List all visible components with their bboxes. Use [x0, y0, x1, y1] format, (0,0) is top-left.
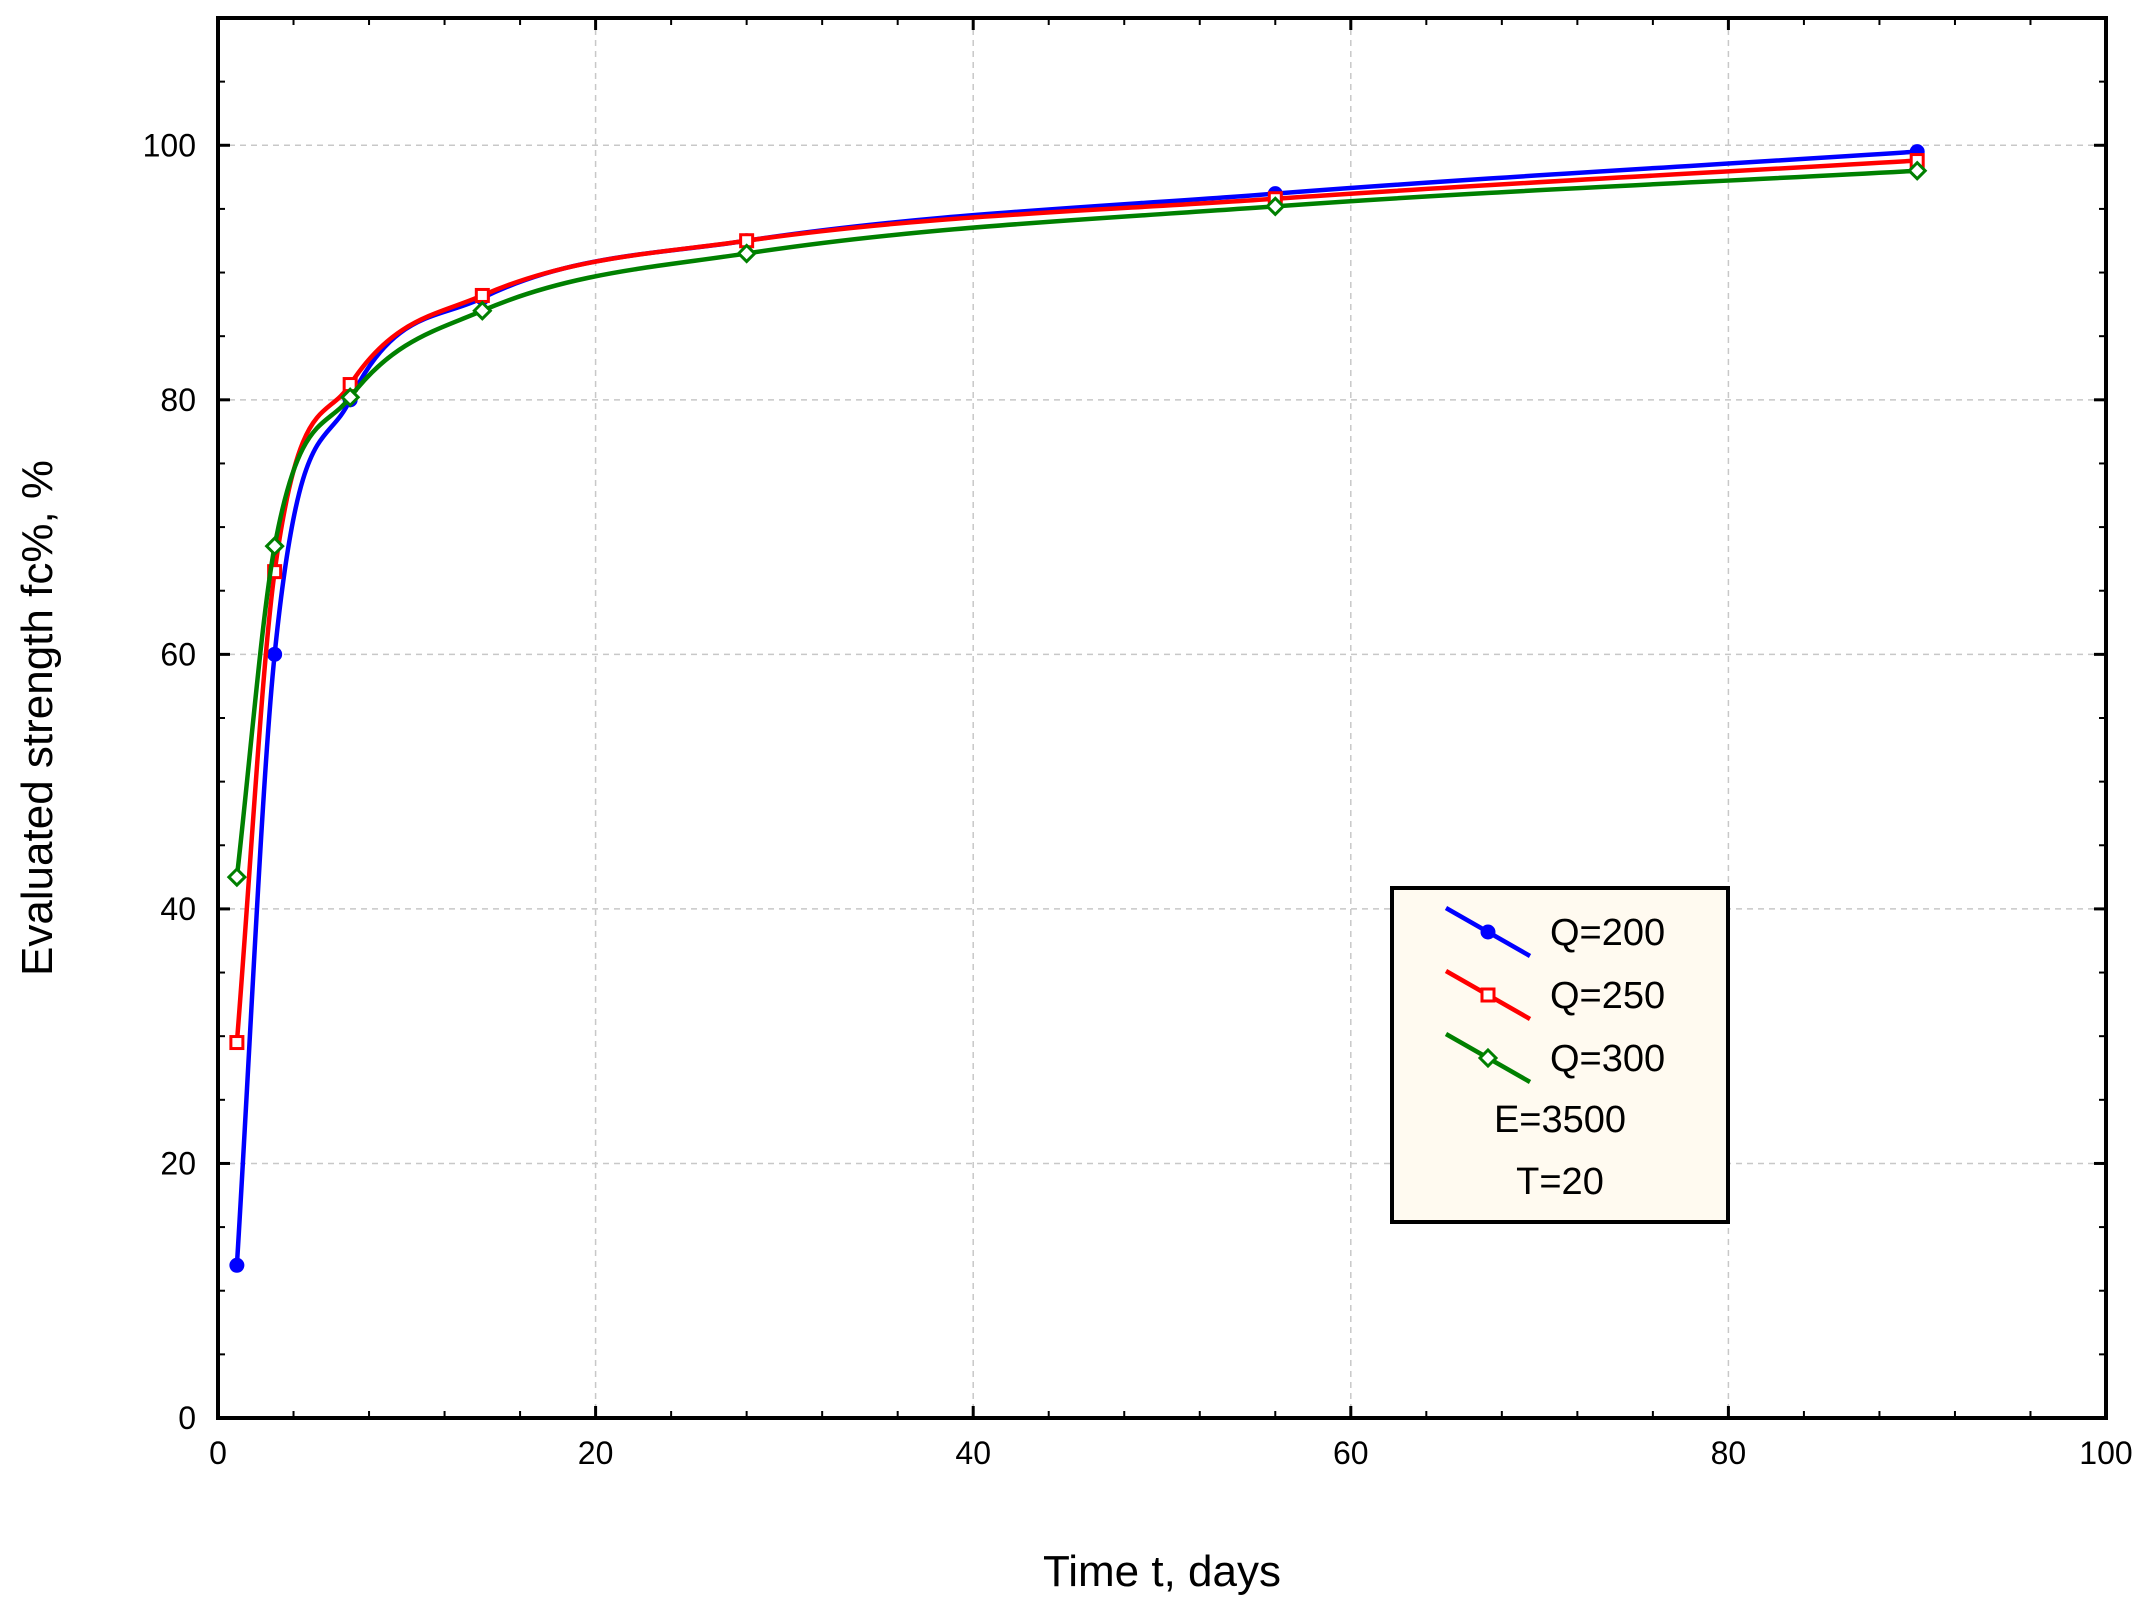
- y-tick-label: 100: [143, 127, 196, 163]
- x-axis-title: Time t, days: [1043, 1547, 1281, 1596]
- legend-note: T=20: [1516, 1161, 1604, 1203]
- legend-note: E=3500: [1494, 1099, 1626, 1141]
- series-layer: [226, 144, 1928, 1273]
- y-tick-label: 0: [178, 1400, 196, 1436]
- plot-frame: [216, 16, 2108, 1420]
- x-tick-label: 100: [2079, 1435, 2132, 1471]
- x-tick-label: 20: [578, 1435, 614, 1471]
- data-point: [340, 387, 361, 408]
- y-tick-label: 20: [160, 1145, 196, 1181]
- x-tick-label: 40: [955, 1435, 991, 1471]
- data-point: [264, 536, 285, 557]
- data-point: [267, 646, 283, 662]
- legend-label: Q=300: [1550, 1038, 1665, 1080]
- y-tick-label: 40: [160, 891, 196, 927]
- series-q-300: [226, 160, 1928, 888]
- x-tick-label: 60: [1333, 1435, 1369, 1471]
- legend-marker: [1480, 924, 1496, 940]
- legend-label: Q=250: [1550, 975, 1665, 1017]
- data-point: [229, 1257, 245, 1273]
- y-tick-label: 60: [160, 636, 196, 672]
- legend-marker: [1477, 1047, 1499, 1069]
- y-axis-title: Evaluated strength fc%, %: [13, 460, 62, 976]
- data-point: [229, 1035, 245, 1051]
- data-point: [226, 866, 248, 888]
- plot-background: [218, 18, 2106, 1418]
- data-point: [474, 287, 490, 303]
- tick-labels: 0 20 40 60 80 100 0 20 40 60 80 100: [143, 127, 2133, 1471]
- data-point: [1265, 196, 1286, 217]
- x-tick-label: 80: [1711, 1435, 1747, 1471]
- legend: Q=200 Q=250 Q=300 E=3500 T=20: [1390, 886, 1730, 1224]
- legend-label: Q=200: [1550, 912, 1665, 954]
- x-tick-label: 0: [209, 1435, 227, 1471]
- y-tick-label: 80: [160, 382, 196, 418]
- data-point: [736, 243, 757, 264]
- legend-box: [1390, 886, 1730, 1224]
- legend-marker: [1480, 987, 1496, 1003]
- series-line: [234, 158, 1918, 1043]
- data-point: [472, 300, 493, 321]
- data-point: [1907, 160, 1928, 181]
